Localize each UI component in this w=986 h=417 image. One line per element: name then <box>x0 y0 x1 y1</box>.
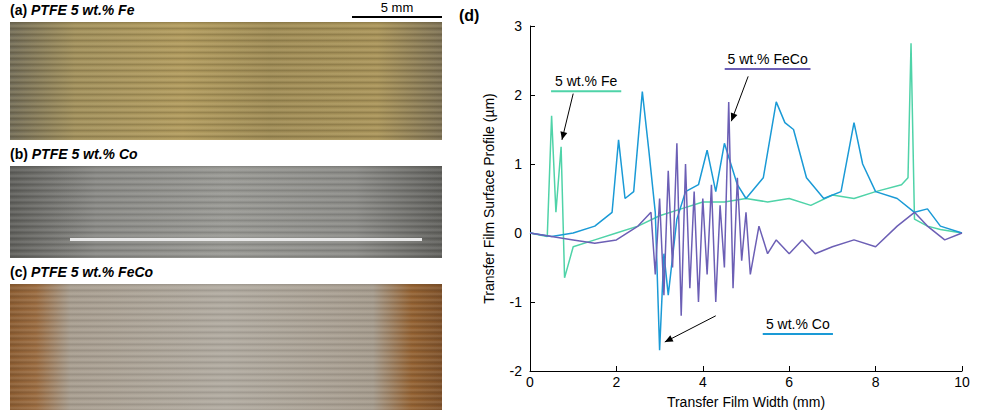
svg-text:Transfer Film Width (mm): Transfer Film Width (mm) <box>667 394 825 410</box>
svg-text:-2: -2 <box>510 363 523 379</box>
html-text:(a) PTFE 5 wt.% Fe: (a) PTFE 5 wt.% Fe <box>10 2 135 18</box>
svg-text:8: 8 <box>872 374 880 390</box>
svg-text:2: 2 <box>613 374 621 390</box>
svg-text:1: 1 <box>514 156 522 172</box>
svg-text:6: 6 <box>785 374 793 390</box>
html-text:(b) PTFE 5 wt.% Co: (b) PTFE 5 wt.% Co <box>10 146 138 162</box>
html-text:5 mm: 5 mm <box>380 0 414 15</box>
svg-text:4: 4 <box>699 374 707 390</box>
html-text:(c) PTFE 5 wt.% FeCo: (c) PTFE 5 wt.% FeCo <box>10 264 154 280</box>
svg-text:-1: -1 <box>510 294 523 310</box>
svg-text:0: 0 <box>526 374 534 390</box>
svg-text:5 wt.% FeCo: 5 wt.% FeCo <box>728 51 808 67</box>
svg-text:10: 10 <box>954 374 970 390</box>
svg-text:5 wt.% Co: 5 wt.% Co <box>766 316 830 332</box>
svg-text:5 wt.% Fe: 5 wt.% Fe <box>555 73 617 89</box>
svg-text:(d): (d) <box>459 7 479 24</box>
svg-text:2: 2 <box>514 87 522 103</box>
svg-text:3: 3 <box>514 18 522 34</box>
svg-text:Transfer Film Surface Profile: Transfer Film Surface Profile (µm) <box>481 93 497 304</box>
svg-text:0: 0 <box>514 225 522 241</box>
